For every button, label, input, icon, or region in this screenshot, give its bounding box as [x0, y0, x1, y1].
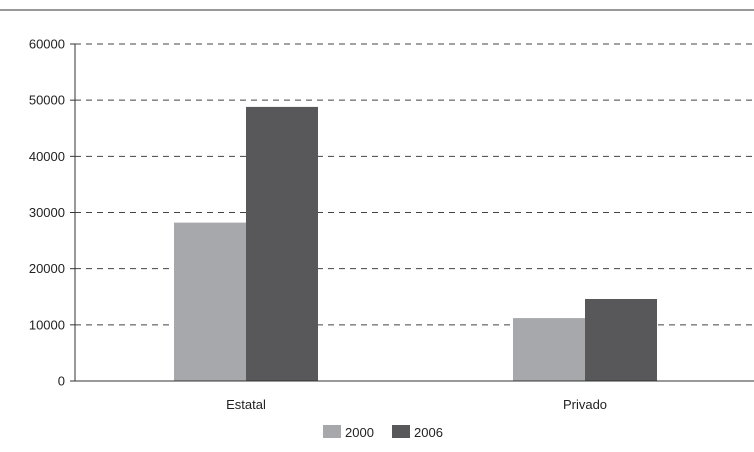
y-tick-label: 10000	[29, 317, 65, 332]
x-axis: Estatal Privado	[75, 380, 754, 412]
y-tick-label: 20000	[29, 261, 65, 276]
y-tick-label: 50000	[29, 93, 65, 108]
bars	[174, 106, 657, 381]
bar-estatal-2000	[174, 222, 246, 381]
legend-label-2000: 2000	[345, 425, 374, 440]
x-category-label: Privado	[563, 397, 607, 412]
y-tick-label: 40000	[29, 149, 65, 164]
bar-privado-2006	[585, 298, 657, 381]
legend-swatch-2006	[392, 425, 410, 438]
x-category-label: Estatal	[226, 397, 266, 412]
legend-swatch-2000	[323, 425, 341, 438]
legend: 2000 2006	[323, 425, 443, 440]
y-tick-label: 0	[58, 374, 65, 389]
y-axis: 0 10000 20000 30000 40000 50000 60000	[29, 37, 76, 389]
legend-label-2006: 2006	[414, 425, 443, 440]
y-tick-label: 60000	[29, 37, 65, 52]
bar-privado-2000	[513, 318, 585, 381]
y-tick-label: 30000	[29, 205, 65, 220]
bar-estatal-2006	[246, 106, 318, 381]
